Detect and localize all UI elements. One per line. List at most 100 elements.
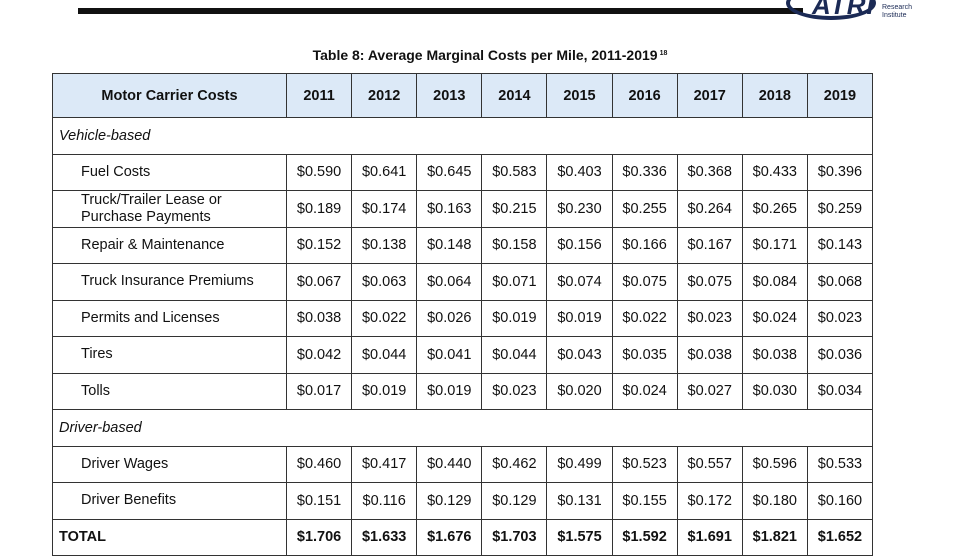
- column-header: 2017: [676, 73, 743, 118]
- cell-value: $0.036: [806, 336, 874, 374]
- cell-value: $0.038: [285, 299, 353, 337]
- cell-value: $0.023: [806, 299, 874, 337]
- logo-line: Institute: [882, 12, 907, 19]
- cell-value: $0.596: [741, 445, 808, 483]
- row-label: Driver Benefits: [52, 482, 287, 520]
- row-label: Truck/Trailer Lease or Purchase Payments: [52, 190, 287, 228]
- cell-value: $0.034: [806, 372, 874, 410]
- cell-value: $0.017: [285, 372, 353, 410]
- cell-value: $0.167: [676, 226, 743, 264]
- cell-value: $0.022: [351, 299, 418, 337]
- cell-value: $1.706: [285, 518, 353, 556]
- cell-value: $0.043: [546, 336, 613, 374]
- cell-value: $0.064: [416, 263, 483, 301]
- cell-value: $0.116: [351, 482, 418, 520]
- cost-table: Motor Carrier Costs 2011 2012 2013 2014 2015 2…: [52, 73, 874, 556]
- cell-value: $0.024: [611, 372, 678, 410]
- cell-value: $0.084: [741, 263, 808, 301]
- cell-value: $0.174: [351, 190, 418, 228]
- table-row: Driver Benefits $0.151 $0.116 $0.129 $0.129 $…: [52, 482, 874, 520]
- cell-value: $0.024: [741, 299, 808, 337]
- cell-value: $0.215: [481, 190, 548, 228]
- row-label-text: Driver Benefits: [81, 492, 177, 509]
- cell-value: $1.633: [351, 518, 418, 556]
- column-header: 2013: [416, 73, 483, 118]
- cell-value: $0.259: [806, 190, 874, 228]
- row-label: Tolls: [52, 372, 287, 410]
- cell-value: $0.583: [481, 153, 548, 191]
- cell-value: $1.703: [481, 518, 548, 556]
- cell-value: $0.158: [481, 226, 548, 264]
- logo-line: Research: [882, 4, 912, 11]
- cell-value: $0.523: [611, 445, 678, 483]
- cell-value: $0.038: [741, 336, 808, 374]
- cell-value: $0.265: [741, 190, 808, 228]
- row-label: Driver Wages: [52, 445, 287, 483]
- cell-value: $0.163: [416, 190, 483, 228]
- cell-value: $0.138: [351, 226, 418, 264]
- row-label-text: Tires: [81, 346, 113, 363]
- cell-value: $0.590: [285, 153, 353, 191]
- cell-value: $1.676: [416, 518, 483, 556]
- row-label: Truck Insurance Premiums: [52, 263, 287, 301]
- cell-value: $0.026: [416, 299, 483, 337]
- cell-value: $0.230: [546, 190, 613, 228]
- cell-value: $0.189: [285, 190, 353, 228]
- cell-value: $0.403: [546, 153, 613, 191]
- row-label: TOTAL: [52, 518, 287, 556]
- cell-value: $0.156: [546, 226, 613, 264]
- section-row: Vehicle-based: [52, 117, 873, 155]
- cell-value: $0.396: [806, 153, 874, 191]
- cell-value: $1.592: [611, 518, 678, 556]
- cell-value: $0.027: [676, 372, 743, 410]
- cell-value: $0.152: [285, 226, 353, 264]
- logo-lines: Research Institute: [882, 4, 912, 20]
- row-label-text: Permits and Licenses: [81, 309, 220, 326]
- cell-value: $0.368: [676, 153, 743, 191]
- table-title: Table 8: Average Marginal Costs per Mile…: [0, 47, 980, 63]
- column-header: 2015: [546, 73, 613, 118]
- table-row: Truck/Trailer Lease or Purchase Payments…: [52, 190, 874, 228]
- column-header: Motor Carrier Costs: [52, 73, 287, 118]
- section-row: Driver-based: [52, 409, 873, 447]
- row-label: Fuel Costs: [52, 153, 287, 191]
- table-row: Permits and Licenses $0.038 $0.022 $0.026 $0…: [52, 299, 874, 337]
- table-row: Tolls $0.017 $0.019 $0.019 $0.023 $0.020 $0.02…: [52, 372, 874, 410]
- cell-value: $0.038: [676, 336, 743, 374]
- cell-value: $0.166: [611, 226, 678, 264]
- column-header: 2019: [806, 73, 874, 118]
- row-label: Tires: [52, 336, 287, 374]
- cell-value: $0.151: [285, 482, 353, 520]
- cell-value: $0.074: [546, 263, 613, 301]
- footnote: 18: [659, 50, 668, 57]
- cell-value: $0.019: [481, 299, 548, 337]
- row-label-text: Truck Insurance Premiums: [81, 273, 254, 290]
- logo: ATRI: [812, 0, 875, 20]
- cell-value: $0.460: [285, 445, 353, 483]
- column-header: 2014: [481, 73, 548, 118]
- cell-value: $0.336: [611, 153, 678, 191]
- row-label-text: Truck/Trailer Lease or Purchase Payments: [81, 191, 222, 225]
- table-row: TOTAL $1.706 $1.633 $1.676 $1.703 $1.575 $1.59…: [52, 518, 874, 556]
- table-row: Driver Wages $0.460 $0.417 $0.440 $0.462 $0.4…: [52, 445, 874, 483]
- row-label-text: Driver Wages: [81, 455, 169, 472]
- cell-value: $0.160: [806, 482, 874, 520]
- row-label-text: Tolls: [81, 382, 111, 399]
- column-header: 2016: [611, 73, 678, 118]
- cell-value: $0.019: [546, 299, 613, 337]
- table-row: Repair & Maintenance $0.152 $0.138 $0.148 $0…: [52, 226, 874, 264]
- column-header: 2011: [285, 73, 353, 118]
- cell-value: $0.075: [611, 263, 678, 301]
- cell-value: $0.148: [416, 226, 483, 264]
- row-label: Permits and Licenses: [52, 299, 287, 337]
- cell-value: $1.691: [676, 518, 743, 556]
- title-text: Table 8: Average Marginal Costs per Mile…: [312, 47, 658, 63]
- cell-value: $0.020: [546, 372, 613, 410]
- table-row: Truck Insurance Premiums $0.067 $0.063 $0.0…: [52, 263, 874, 301]
- cell-value: $0.019: [351, 372, 418, 410]
- section-name: Vehicle-based: [52, 117, 873, 155]
- cell-value: $0.030: [741, 372, 808, 410]
- cell-value: $0.264: [676, 190, 743, 228]
- row-label-text: TOTAL: [59, 528, 106, 545]
